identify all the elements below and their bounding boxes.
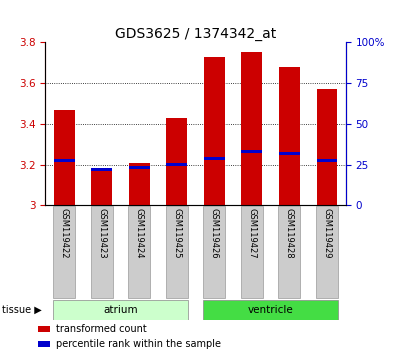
Text: percentile rank within the sample: percentile rank within the sample — [56, 339, 221, 349]
FancyBboxPatch shape — [203, 300, 338, 320]
FancyBboxPatch shape — [90, 206, 113, 298]
Bar — [241, 52, 262, 205]
Bar — [316, 159, 337, 162]
FancyBboxPatch shape — [53, 300, 188, 320]
Bar — [279, 152, 300, 155]
Bar — [241, 150, 262, 153]
Bar — [54, 110, 75, 205]
Text: transformed count: transformed count — [56, 324, 147, 334]
Bar — [129, 162, 150, 205]
FancyBboxPatch shape — [128, 206, 150, 298]
Bar — [91, 169, 112, 171]
Bar — [166, 163, 187, 166]
FancyBboxPatch shape — [203, 206, 226, 298]
Text: GSM119425: GSM119425 — [172, 208, 181, 259]
Bar — [54, 159, 75, 162]
Text: tissue ▶: tissue ▶ — [2, 305, 42, 315]
Text: GSM119427: GSM119427 — [247, 208, 256, 259]
Text: atrium: atrium — [103, 305, 138, 315]
FancyBboxPatch shape — [278, 206, 301, 298]
FancyBboxPatch shape — [53, 206, 75, 298]
Bar — [316, 89, 337, 205]
Text: GSM119428: GSM119428 — [285, 208, 294, 259]
Bar — [38, 341, 50, 347]
Bar — [279, 67, 300, 205]
Text: ventricle: ventricle — [248, 305, 293, 315]
FancyBboxPatch shape — [316, 206, 338, 298]
FancyBboxPatch shape — [166, 206, 188, 298]
Title: GDS3625 / 1374342_at: GDS3625 / 1374342_at — [115, 28, 276, 41]
Bar — [166, 118, 187, 205]
Bar — [204, 57, 225, 205]
Text: GSM119429: GSM119429 — [322, 208, 331, 259]
Bar — [204, 157, 225, 160]
FancyBboxPatch shape — [241, 206, 263, 298]
Bar — [129, 166, 150, 169]
Text: GSM119424: GSM119424 — [135, 208, 144, 259]
Text: GSM119422: GSM119422 — [60, 208, 69, 259]
Text: GSM119426: GSM119426 — [210, 208, 219, 259]
Bar — [38, 326, 50, 332]
Text: GSM119423: GSM119423 — [97, 208, 106, 259]
Bar — [91, 169, 112, 205]
